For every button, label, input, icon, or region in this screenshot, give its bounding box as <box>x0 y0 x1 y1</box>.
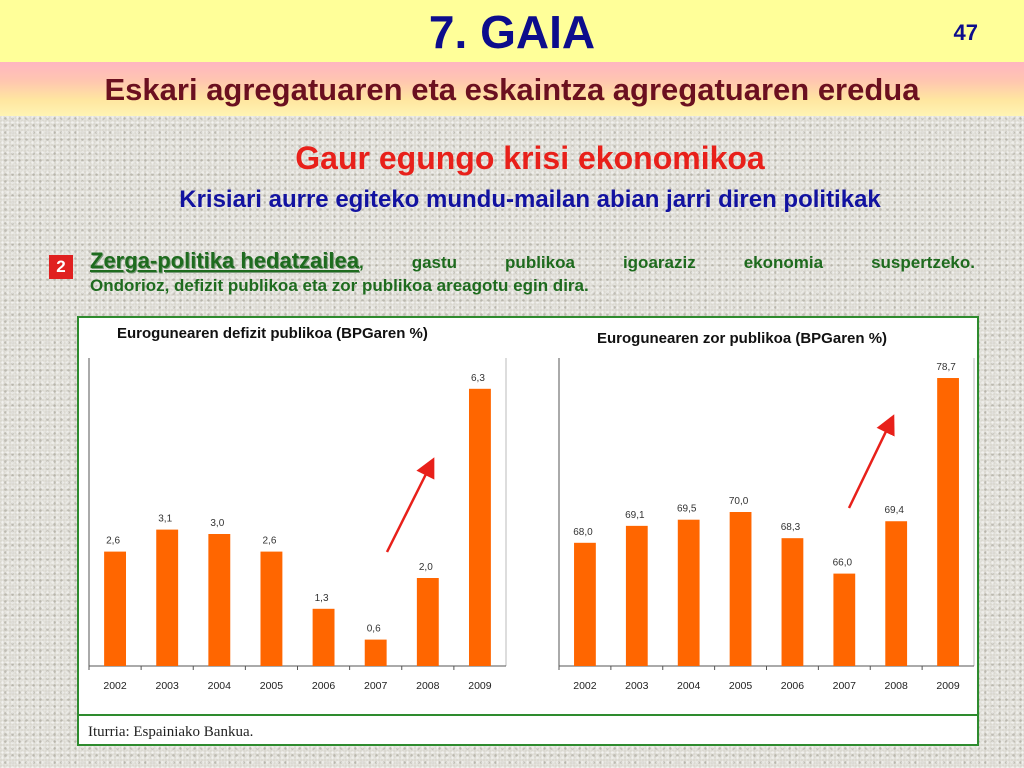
x-tick-label: 2009 <box>468 680 492 692</box>
bar <box>416 578 439 666</box>
data-label: 66,0 <box>833 558 853 569</box>
bar <box>729 512 752 666</box>
x-tick-label: 2007 <box>364 680 388 692</box>
source-note: Iturria: Espainiako Bankua. <box>88 724 254 740</box>
x-tick-label: 2004 <box>677 680 701 692</box>
bullet-word: , <box>358 253 364 272</box>
bar <box>104 551 127 666</box>
x-tick-label: 2003 <box>156 680 180 692</box>
subtitle-band: Eskari agregatuaren eta eskaintza agrega… <box>0 62 1024 116</box>
bar <box>833 573 856 666</box>
x-tick-label: 2006 <box>781 680 805 692</box>
trend-arrow <box>847 414 895 509</box>
bullet-word: gastu <box>411 253 458 272</box>
title-bar: 7. GAIA 47 <box>0 0 1024 62</box>
bar <box>937 378 959 666</box>
data-label: 3,0 <box>210 518 224 529</box>
x-tick-label: 2008 <box>885 680 909 692</box>
bullet-line-1: Zerga-politika hedatzailea, gastu publik… <box>90 248 975 274</box>
bar <box>677 519 700 666</box>
chart-title-debt: Eurogunearen zor publikoa (BPGaren %) <box>597 330 888 347</box>
bar <box>208 534 231 666</box>
data-label: 1,3 <box>315 593 329 604</box>
bar <box>364 639 387 666</box>
bar <box>574 542 596 666</box>
bar <box>625 525 648 666</box>
data-label: 68,0 <box>573 527 593 538</box>
data-label: 2,0 <box>419 562 433 573</box>
bullet-word: suspertzeko. <box>871 253 975 272</box>
bullet-number-icon: 2 <box>49 255 73 279</box>
data-label: 69,5 <box>677 504 697 515</box>
data-label: 78,7 <box>936 362 956 373</box>
bar <box>885 521 908 666</box>
bar <box>156 529 179 666</box>
chart-title-deficit: Eurogunearen defizit publikoa (BPGaren %… <box>117 325 428 342</box>
x-tick-label: 2006 <box>312 680 336 692</box>
data-label: 69,1 <box>625 510 645 521</box>
data-label: 3,1 <box>158 514 172 525</box>
x-tick-label: 2005 <box>729 680 753 692</box>
x-tick-label: 2002 <box>103 680 127 692</box>
bar <box>468 388 491 666</box>
data-label: 0,6 <box>367 624 381 635</box>
chart-panel: Eurogunearen defizit publikoa (BPGaren %… <box>77 316 979 746</box>
bar <box>260 551 283 666</box>
data-label: 6,3 <box>471 373 485 384</box>
x-tick-label: 2008 <box>416 680 440 692</box>
slide-title: 7. GAIA <box>428 6 596 58</box>
data-label: 2,6 <box>106 536 120 547</box>
bullet-line-2: Ondorioz, defizit publikoa eta zor publi… <box>90 276 589 295</box>
bar-charts: 2,6 2002 3,1 2003 3,0 2004 2,6 2005 1,3 2006 0,6 20… <box>88 358 975 692</box>
x-tick-label: 2002 <box>573 680 597 692</box>
x-tick-label: 2003 <box>625 680 649 692</box>
x-tick-label: 2005 <box>260 680 284 692</box>
data-label: 70,0 <box>729 496 749 507</box>
x-tick-label: 2007 <box>833 680 857 692</box>
trend-arrow <box>385 457 435 553</box>
bar <box>312 608 335 666</box>
bar <box>781 538 804 666</box>
slide-subtitle: Eskari agregatuaren eta eskaintza agrega… <box>104 72 920 107</box>
bullet-word: ekonomia <box>743 253 824 272</box>
x-tick-label: 2009 <box>936 680 960 692</box>
data-label: 69,4 <box>884 505 904 516</box>
data-label: 2,6 <box>262 536 276 547</box>
bullet-term: Zerga-politika hedatzailea <box>90 248 359 273</box>
x-tick-label: 2004 <box>208 680 232 692</box>
slide-number: 47 <box>953 20 978 45</box>
bullet-word: igoaraziz <box>622 253 696 272</box>
source-divider <box>79 714 977 716</box>
section-subheading: Krisiari aurre egiteko mundu-mailan abia… <box>179 186 881 213</box>
data-label: 68,3 <box>781 522 801 533</box>
section-heading: Gaur egungo krisi ekonomikoa <box>295 140 765 176</box>
bullet-word: publikoa <box>505 253 575 272</box>
